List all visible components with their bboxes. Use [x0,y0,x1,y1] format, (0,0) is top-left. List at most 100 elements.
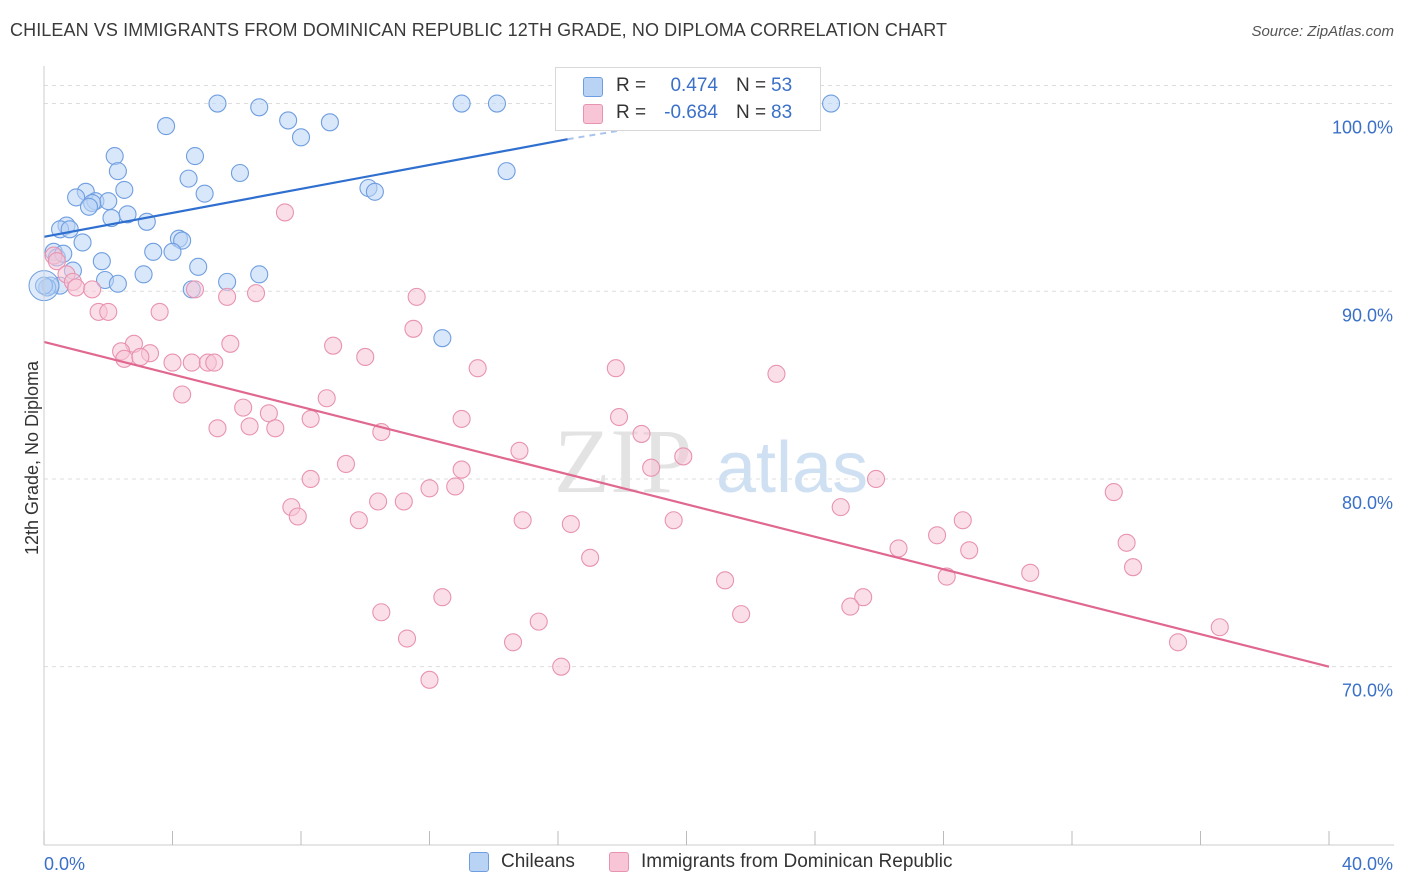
data-points [28,94,1229,689]
y-axis-label: 12th Grade, No Diploma [22,360,42,555]
pink-point [163,353,182,372]
legend-item-dominican[interactable]: Immigrants from Dominican Republic [609,851,953,873]
pink-point [47,252,66,271]
blue-point [433,329,452,348]
pink-point [510,441,529,460]
pink-point [234,398,253,417]
pink-point [529,612,548,631]
pink-point [664,511,683,530]
blue-point [208,94,227,113]
pink-point [173,385,192,404]
pink-point [301,469,320,489]
blue-point [218,272,237,291]
stats-r-label: R = [616,75,647,96]
pink-point [369,492,388,511]
pink-point [394,492,413,511]
pink-point [288,507,307,526]
blue-point [163,242,182,261]
pink-trend-line [43,340,1330,668]
pink-point [1021,563,1040,582]
stats-row-chileans: R = 0.474 N = 53 [556,74,820,100]
pink-point [205,353,224,372]
blue-point [102,208,121,228]
pink-point [452,409,471,428]
blue-point [108,274,127,293]
source-label: Source: ZipAtlas.com [1251,23,1394,40]
pink-point [552,657,571,676]
blue-point [189,257,208,276]
legend-swatch-pink [609,852,629,872]
y-tick-label: 80.0% [1342,493,1393,513]
blue-point [134,265,153,284]
stats-n-label: N = [736,75,767,96]
pink-point [513,511,532,530]
pink-point [372,603,391,622]
pink-point [275,203,294,222]
blue-point [250,98,269,117]
x-tick-label: 40.0% [1342,854,1393,874]
pink-point [960,541,979,560]
pink-point [99,302,118,321]
blue-point [487,94,507,113]
pink-point [67,278,86,297]
blue-point [144,242,163,261]
blue-point [157,117,176,136]
pink-point [397,629,417,648]
watermark-atlas: atlas [716,428,868,508]
trend-lines [43,102,1330,668]
pink-point [131,347,150,367]
pink-point [609,407,629,427]
y-tick-label: 70.0% [1342,681,1393,701]
pink-point [1168,633,1188,652]
pink-point [1210,618,1229,637]
stats-swatch-blue [583,77,603,97]
pink-point [854,588,873,607]
pink-point [561,514,580,534]
blue-point [452,94,471,113]
pink-point [150,302,169,321]
pink-point [889,539,908,558]
blue-point [250,265,269,284]
blue-point [179,169,198,188]
blue-point [105,147,124,166]
pink-point [420,670,439,689]
pink-point [336,454,356,473]
pink-point [928,526,947,545]
pink-point [937,567,956,586]
blue-point [320,113,339,132]
pink-point [301,409,320,428]
pink-point [404,319,423,338]
stats-n-value: 83 [771,102,793,123]
x-tick-label: 0.0% [44,854,85,874]
pink-point [182,353,201,372]
pink-point [715,571,735,590]
pink-point [767,364,786,383]
pink-point [266,419,285,438]
pink-point [317,389,336,408]
legend-label: Immigrants from Dominican Republic [641,851,953,872]
blue-point [279,111,298,130]
blue-point [291,128,311,147]
pink-point [732,605,751,624]
pink-point [642,458,661,477]
stats-r-label: R = [616,102,647,123]
blue-point [195,184,214,203]
pink-point [606,359,625,378]
pink-point [83,280,102,299]
blue-point [60,220,79,239]
pink-point [841,597,860,616]
pink-point [246,284,266,303]
pink-point [446,477,465,496]
pink-point [632,424,651,443]
pink-point [831,498,850,517]
blue-point [365,182,384,201]
blue-point [67,188,86,207]
legend-item-chileans[interactable]: Chileans [469,851,575,873]
pink-point [420,479,439,498]
stats-n-value: 53 [771,75,793,96]
pink-point [468,359,487,378]
y-tick-label: 100.0% [1332,118,1393,138]
blue-point [115,180,134,199]
pink-point [407,287,426,306]
